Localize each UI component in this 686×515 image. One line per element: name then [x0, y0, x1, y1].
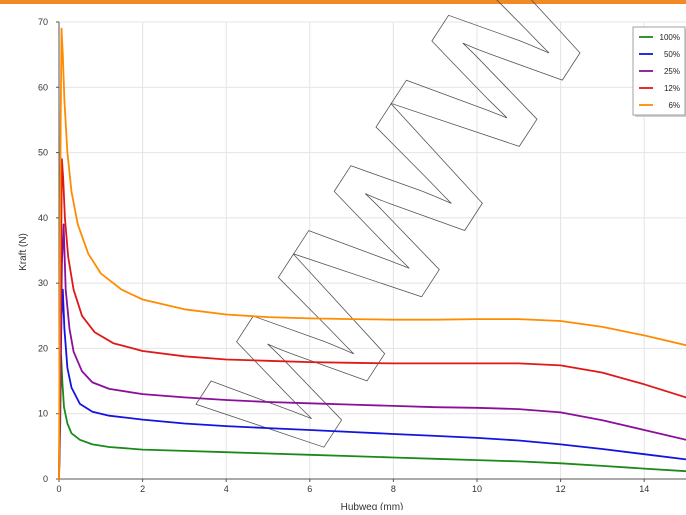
y-tick-label: 40	[38, 213, 48, 223]
series-lines	[58, 27, 686, 480]
y-tick-label: 60	[38, 82, 48, 92]
y-axis-label: Kraft (N)	[18, 233, 29, 271]
y-tick-label: 30	[38, 278, 48, 288]
legend-label: 50%	[664, 50, 680, 59]
watermark: WWW	[162, 0, 634, 498]
series-line-25pct	[58, 223, 686, 480]
legend-label: 100%	[660, 33, 680, 42]
x-tick-label: 4	[224, 484, 229, 494]
x-axis-label: Hubweg (mm)	[341, 502, 404, 510]
legend-label: 12%	[664, 84, 680, 93]
legend-label: 25%	[664, 67, 680, 76]
series-line-12pct	[58, 158, 686, 480]
grid	[59, 21, 686, 479]
y-tick-label: 10	[38, 409, 48, 419]
y-tick-label: 70	[38, 17, 48, 27]
watermark-text: WWW	[162, 0, 633, 498]
x-tick-label: 8	[391, 484, 396, 494]
axes: 0 2 4 6 8 10 12 14 0 10 20 30 40 50 60 70	[38, 17, 686, 494]
x-tick-label: 6	[307, 484, 312, 494]
x-tick-label: 12	[556, 484, 566, 494]
x-tick-label: 2	[140, 484, 145, 494]
y-tick-label: 20	[38, 343, 48, 353]
series-line-6pct	[58, 27, 686, 480]
x-tick-label: 0	[56, 484, 61, 494]
top-accent-bar	[0, 0, 686, 4]
series-line-100pct	[58, 354, 686, 480]
x-tick-label: 10	[472, 484, 482, 494]
x-tick-label: 14	[639, 484, 649, 494]
series-line-50pct	[58, 288, 686, 480]
y-tick-label: 0	[43, 474, 48, 484]
legend-label: 6%	[668, 101, 680, 110]
y-tick-label: 50	[38, 148, 48, 158]
legend: 100% 50% 25% 12% 6%	[632, 26, 686, 117]
